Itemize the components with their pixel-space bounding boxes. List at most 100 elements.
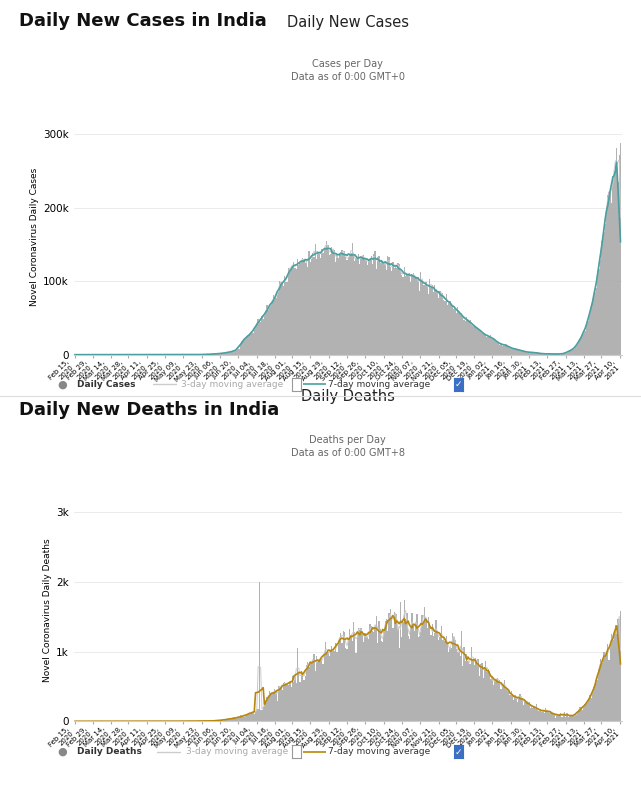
Bar (298, 265, 299, 355)
Bar (587, 703, 588, 721)
Bar (502, 685, 503, 721)
Bar (379, 263, 381, 355)
Text: 3-day moving average: 3-day moving average (186, 747, 288, 756)
Bar (568, 351, 569, 355)
Bar (296, 269, 297, 355)
Bar (503, 686, 504, 721)
Bar (616, 148, 617, 355)
Bar (302, 257, 303, 355)
Bar (260, 322, 262, 355)
Bar (418, 277, 419, 355)
Bar (505, 689, 506, 721)
Bar (559, 354, 560, 355)
Bar (395, 614, 396, 721)
Bar (529, 708, 531, 721)
Bar (369, 623, 370, 721)
Bar (363, 255, 364, 355)
Bar (460, 315, 461, 355)
Bar (523, 351, 524, 355)
Bar (383, 632, 385, 721)
Bar (404, 267, 405, 355)
Bar (382, 642, 383, 721)
Bar (342, 249, 343, 355)
Bar (285, 685, 287, 721)
Bar (470, 320, 471, 355)
Bar (274, 689, 275, 721)
Bar (607, 195, 608, 355)
Bar (399, 264, 400, 355)
Bar (365, 638, 367, 721)
Bar (406, 273, 408, 355)
Bar (342, 643, 343, 721)
Bar (271, 303, 272, 355)
Bar (572, 715, 573, 721)
Bar (576, 346, 577, 355)
Bar (383, 262, 385, 355)
Bar (426, 285, 428, 355)
Bar (520, 351, 522, 355)
Bar (424, 607, 426, 721)
Bar (370, 626, 372, 721)
Bar (235, 351, 236, 355)
Bar (284, 682, 285, 721)
Bar (610, 645, 611, 721)
Bar (235, 720, 236, 721)
Bar (313, 257, 315, 355)
Bar (419, 291, 420, 355)
Bar (547, 713, 549, 721)
Bar (424, 285, 426, 355)
Bar (349, 629, 350, 721)
Bar (602, 663, 603, 721)
Bar (458, 312, 460, 355)
Bar (474, 326, 475, 355)
Bar (504, 346, 505, 355)
Bar (276, 701, 278, 721)
Bar (582, 335, 583, 355)
Bar (467, 320, 469, 355)
Bar (480, 331, 481, 355)
Bar (456, 649, 457, 721)
Bar (264, 705, 265, 721)
Bar (553, 713, 554, 721)
Bar (276, 294, 278, 355)
Bar (249, 713, 250, 721)
Bar (281, 283, 283, 355)
Bar (343, 253, 344, 355)
Bar (340, 255, 342, 355)
Bar (355, 257, 356, 355)
Bar (435, 291, 437, 355)
Bar (222, 353, 223, 355)
Text: 7-day moving average: 7-day moving average (328, 747, 431, 756)
Bar (590, 698, 592, 721)
Bar (358, 628, 359, 721)
Bar (272, 296, 274, 355)
Bar (517, 349, 518, 355)
Bar (354, 261, 355, 355)
Bar (381, 642, 382, 721)
Bar (321, 249, 322, 355)
Bar (267, 697, 268, 721)
Bar (360, 627, 362, 721)
Bar (392, 628, 394, 721)
Bar (562, 354, 563, 355)
Bar (578, 712, 579, 721)
Bar (501, 343, 502, 355)
Bar (540, 353, 541, 355)
Bar (382, 261, 383, 355)
Bar (337, 653, 338, 721)
Bar (306, 665, 307, 721)
Bar (428, 617, 429, 721)
Bar (484, 667, 485, 721)
Bar (283, 683, 284, 721)
Bar (268, 310, 269, 355)
Bar (474, 665, 475, 721)
Bar (412, 613, 413, 721)
Bar (462, 666, 463, 721)
Bar (451, 304, 452, 355)
Bar (335, 262, 337, 355)
Bar (504, 680, 505, 721)
Bar (531, 352, 532, 355)
Bar (550, 711, 551, 721)
Bar (565, 353, 567, 355)
Bar (619, 618, 620, 721)
